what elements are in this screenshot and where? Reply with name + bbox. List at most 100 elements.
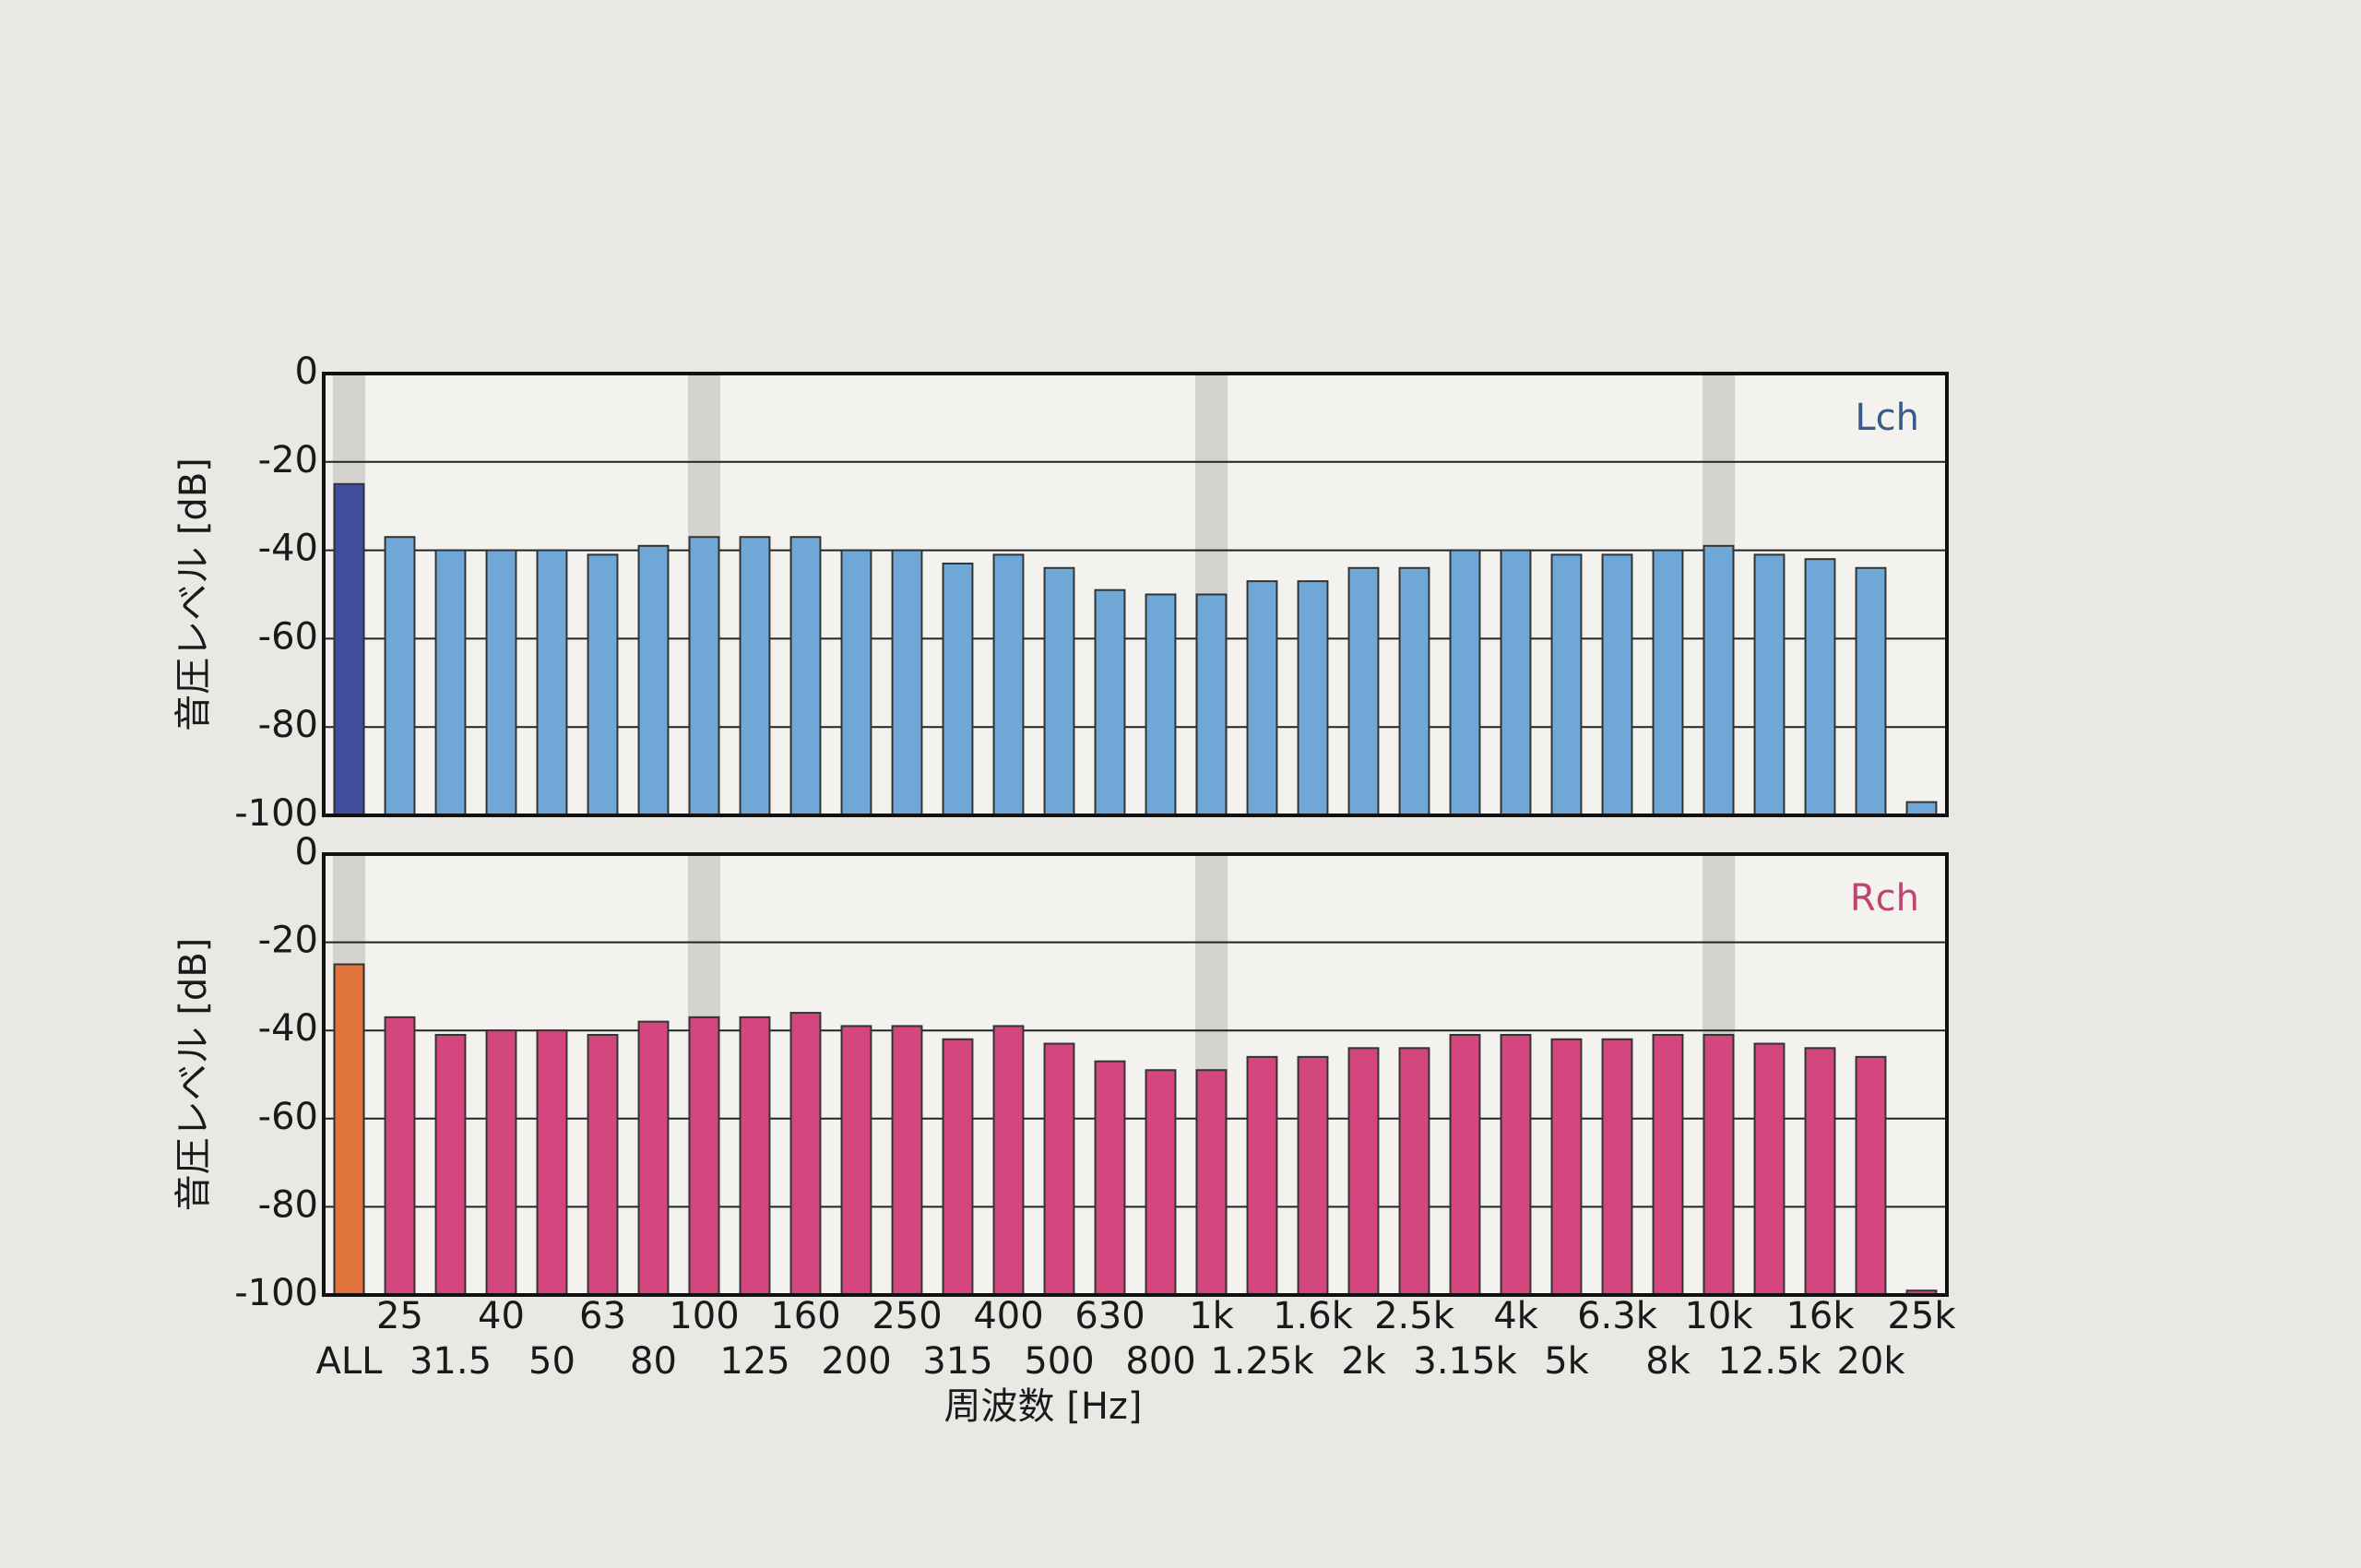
x-tick-label: 250 [872,1295,942,1337]
bar [384,1016,416,1296]
x-tick-label: 800 [1125,1340,1195,1383]
bar [1246,580,1278,816]
x-tick-label: 25k [1887,1295,1956,1337]
bar [688,536,720,816]
x-tick-label: 16k [1786,1295,1855,1337]
bar [1094,588,1126,817]
bar [434,549,467,816]
bar [434,1033,467,1296]
x-tick-label: 400 [973,1295,1043,1337]
bar [1043,1042,1075,1297]
bar [891,549,923,816]
bar [1652,549,1684,816]
y-tick-label: -80 [258,1183,318,1226]
x-tick-label: 200 [821,1340,891,1383]
bar [789,536,822,816]
x-tick-label: 2k [1341,1340,1386,1383]
x-tick-label: 10k [1684,1295,1753,1337]
bar [1703,1033,1735,1296]
bar [891,1025,923,1297]
bar [1398,1047,1430,1296]
x-tick-label: 1k [1189,1295,1234,1337]
bar [1855,1055,1887,1296]
bar [1297,580,1329,816]
bar [1398,566,1430,816]
x-tick-label: 31.5 [409,1340,492,1383]
bar [1804,558,1836,816]
bar [739,1016,771,1296]
y-tick-label: 0 [295,350,318,393]
bar [536,549,568,816]
x-tick-label: 1.6k [1273,1295,1354,1337]
bar [992,1025,1025,1297]
x-tick-label: 4k [1493,1295,1538,1337]
x-tick-label: 100 [669,1295,739,1337]
plot-frame [322,852,1949,1297]
bar [1094,1060,1126,1297]
bar [1195,593,1228,816]
x-tick-label: 1.25k [1210,1340,1314,1383]
y-tick-label: -20 [258,920,318,962]
x-tick-label: 630 [1074,1295,1145,1337]
bar [1550,1038,1583,1296]
x-tick-label: 20k [1836,1340,1905,1383]
y-tick-label: -40 [258,528,318,570]
bar [587,1033,619,1296]
bar [637,1020,670,1296]
bar [942,562,974,816]
y-tick-label: -40 [258,1007,318,1050]
bar [1500,549,1532,816]
x-tick-label: 12.5k [1717,1340,1821,1383]
bar [1449,549,1481,816]
x-tick-label: 6.3k [1577,1295,1658,1337]
bar [1550,553,1583,816]
bar [840,1025,872,1297]
bar [1297,1055,1329,1296]
bar [384,536,416,816]
x-tick-label: ALL [316,1340,384,1383]
bar [1753,1042,1786,1297]
bar [1753,553,1786,816]
bar [587,553,619,816]
x-tick-label: 315 [922,1340,992,1383]
y-tick-label: -60 [258,615,318,658]
bar [1449,1033,1481,1296]
x-tick-label: 80 [630,1340,677,1383]
x-axis-label: 周波数 [Hz] [944,1385,1143,1428]
bar [1804,1047,1836,1296]
bar [1601,1038,1633,1296]
y-tick-label: -80 [258,704,318,746]
bar [1195,1069,1228,1296]
bar [333,963,365,1296]
x-tick-label: 500 [1024,1340,1094,1383]
legend-label: Lch [1855,397,1919,439]
bar [1347,1047,1380,1296]
y-tick-label: 0 [295,831,318,873]
bar [485,1029,517,1296]
x-tick-label: 160 [770,1295,840,1337]
x-tick-label: 125 [719,1340,789,1383]
bar [789,1012,822,1296]
y-tick-label: -100 [234,792,318,835]
bar [1246,1055,1278,1296]
y-tick-label: -60 [258,1096,318,1138]
bar [536,1029,568,1296]
bar [1652,1033,1684,1296]
bar [688,1016,720,1296]
bar [1043,566,1075,816]
y-tick-label: -100 [234,1272,318,1314]
x-tick-label: 2.5k [1374,1295,1455,1337]
x-tick-label: 25 [376,1295,423,1337]
y-axis-label: 音圧レベル [dB] [172,457,215,731]
x-tick-label: 8k [1645,1340,1691,1383]
x-tick-label: 40 [478,1295,525,1337]
bar [942,1038,974,1296]
bar [485,549,517,816]
x-tick-label: 63 [579,1295,626,1337]
bar [739,536,771,816]
bar [1500,1033,1532,1296]
bar [637,544,670,816]
x-tick-label: 50 [528,1340,575,1383]
bar [333,482,365,816]
